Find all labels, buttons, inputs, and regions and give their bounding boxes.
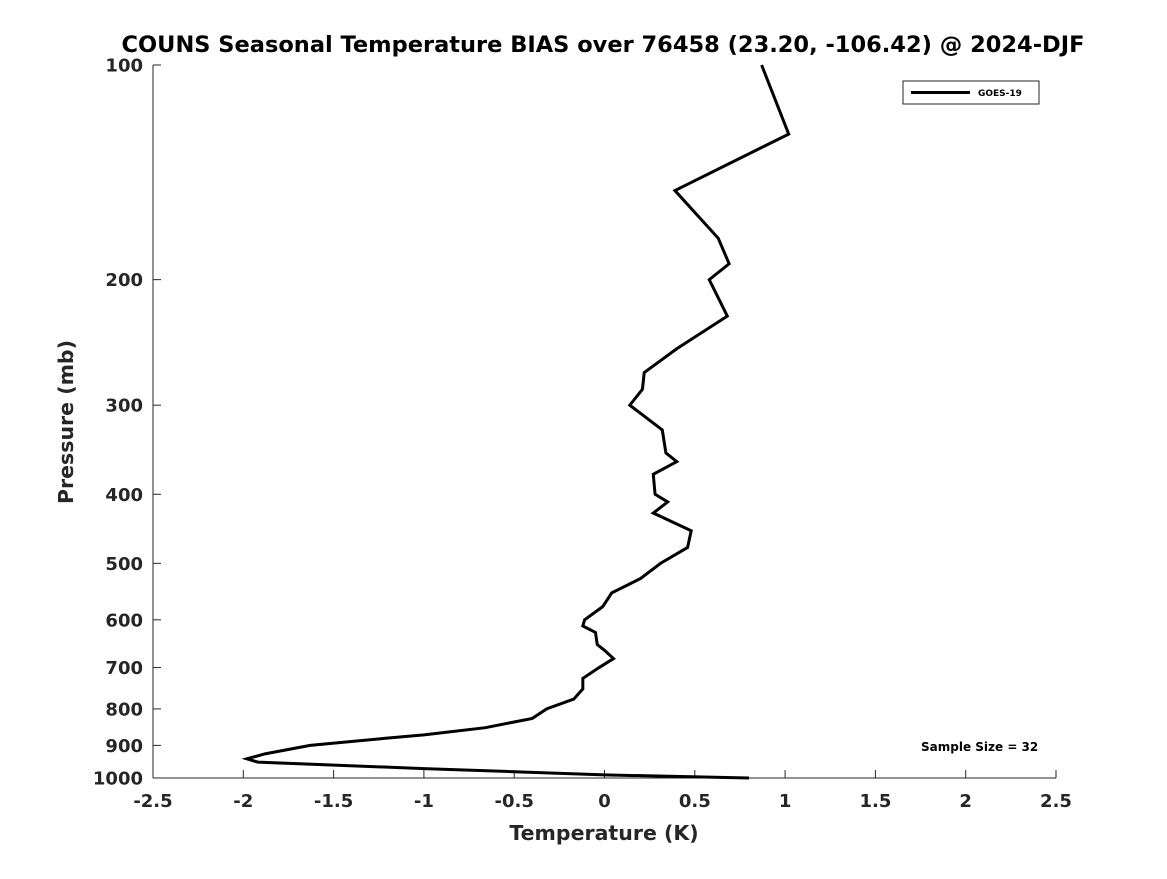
x-tick-label: -2	[233, 791, 253, 812]
series-layer	[241, 64, 791, 780]
y-tick-label: 1000	[93, 769, 143, 790]
x-tick-label: 1	[779, 791, 792, 812]
x-axis-label: Temperature (K)	[509, 821, 698, 845]
y-axis-label: Pressure (mb)	[54, 340, 78, 504]
y-ticks: 100 200 300 400 500 600 700 800 900 1000	[93, 56, 161, 790]
y-tick-label: 500	[105, 554, 143, 575]
x-tick-label: 1.5	[859, 791, 891, 812]
plot-area	[153, 65, 1056, 778]
y-tick-label: 300	[105, 396, 143, 417]
legend-box	[902, 80, 1040, 105]
legend-label: GOES-19	[978, 89, 1022, 99]
x-tick-label: 2	[959, 791, 972, 812]
y-tick-label: 400	[105, 485, 143, 506]
x-tick-label: 0	[598, 791, 611, 812]
y-tick-label: 100	[105, 56, 143, 77]
chart-title: COUNS Seasonal Temperature BIAS over 764…	[122, 32, 1085, 58]
y-tick-label: 600	[105, 610, 143, 631]
x-tick-label: -1.5	[314, 791, 353, 812]
legend: GOES-19	[902, 80, 1040, 105]
x-tick-label: 0.5	[679, 791, 711, 812]
x-tick-label: -0.5	[495, 791, 534, 812]
y-tick-label: 200	[105, 270, 143, 291]
x-tick-label: -2.5	[133, 791, 172, 812]
y-tick-label: 700	[105, 658, 143, 679]
x-ticks: -2.5 -2 -1.5 -1 -0.5 0 0.5 1 1.5 2 2.5	[133, 770, 1072, 812]
x-tick-label: 2.5	[1040, 791, 1072, 812]
sample-size-annotation: Sample Size = 32	[921, 740, 1038, 754]
y-tick-label: 800	[105, 699, 143, 720]
y-tick-label: 900	[105, 736, 143, 757]
x-tick-label: -1	[414, 791, 434, 812]
series-line-goes-19	[241, 64, 791, 780]
